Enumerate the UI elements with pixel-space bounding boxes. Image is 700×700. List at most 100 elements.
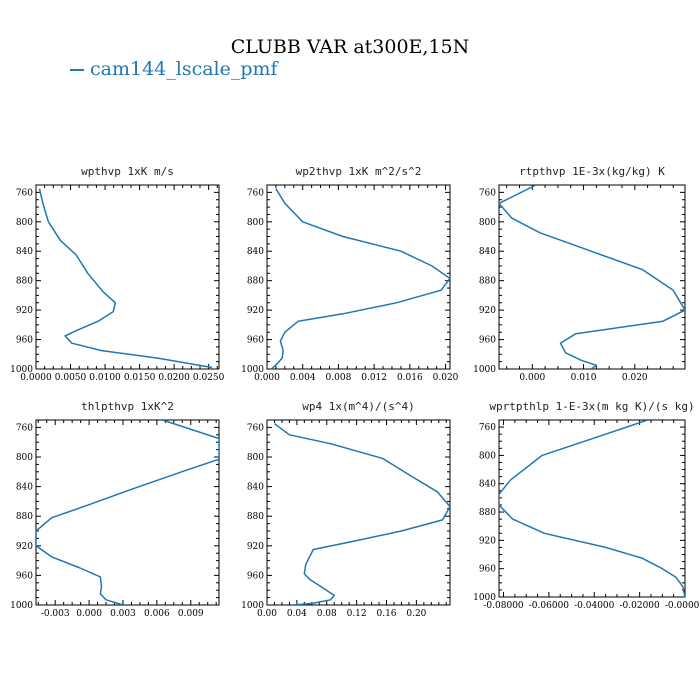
plot-frame [35,419,220,606]
series-line [38,188,213,369]
y-tick-label: 1000 [241,365,264,375]
y-tick-label: 840 [247,247,264,257]
page-title: CLUBB VAR at300E,15N [230,36,470,58]
x-tick-label: 0.012 [361,373,387,383]
x-tick-label: 0.008 [326,373,352,383]
series-line [270,188,450,369]
series-line [36,420,219,605]
y-tick-label: 920 [16,542,33,552]
y-tick-label: 880 [479,508,496,518]
x-tick-label: 0.04 [287,609,307,619]
x-tick-label: 0.0000 [20,373,52,383]
y-tick-label: 800 [16,218,33,228]
x-tick-label: 0.000 [254,373,280,383]
y-tick-label: 840 [16,483,33,493]
x-tick-label: 0.0050 [55,373,87,383]
panel-1: wpthvp 1xK m/s76080084088092096010000.00… [10,165,225,383]
x-tick-label: 0.000 [76,609,102,619]
y-tick-label: 800 [16,453,33,463]
y-tick-label: 840 [247,483,264,493]
x-tick-label: 0.016 [397,373,423,383]
panel-5: wp4 1x(m^4)/(s^4)76080084088092096010000… [241,400,451,619]
x-tick-label: 0.16 [376,609,396,619]
x-tick-label: 0.08 [317,609,337,619]
y-tick-label: 800 [479,451,496,461]
y-tick-label: 960 [247,336,264,346]
panel-6: wprtpthlp 1-E-3x(m kg K)/(s kg) 760 800 840… [473,400,700,611]
x-tick-label: -0.06000 [529,601,570,611]
y-tick-label: 920 [479,536,496,546]
x-tick-label: 0.20 [406,609,426,619]
x-tick-label: -0.08000 [483,601,524,611]
panel-title: wpthvp 1xK m/s [81,165,174,178]
y-tick-label: 1000 [473,365,496,375]
y-tick-label: 840 [479,247,496,257]
x-tick-label: -0.02000 [620,601,661,611]
y-tick-label: 920 [479,306,496,316]
x-tick-label: 0.006 [144,609,170,619]
x-tick-label: 0.020 [622,373,648,383]
y-tick-label: 1000 [241,601,264,611]
x-tick-label: 0.009 [178,609,204,619]
y-tick-label: 760 [16,188,33,198]
x-tick-label: 0.020 [433,373,459,383]
y-tick-label: 880 [16,512,33,522]
y-tick-label: 880 [16,277,33,287]
y-tick-label: 960 [247,571,264,581]
legend-swatch [70,69,84,71]
x-tick-label: 0.0200 [158,373,190,383]
y-tick-label: 960 [479,565,496,575]
y-tick-label: 1000 [473,593,496,603]
plot-frame [35,184,220,370]
panel-4: thlpthvp 1xK^2 760 800 840 880 920 960 1000 -0.0… [10,400,220,619]
panel-title: thlpthvp 1xK^2 [81,400,174,413]
legend-label: cam144_lscale_pmf [90,58,278,80]
y-tick-label: 880 [247,277,264,287]
x-tick-label: -0.003 [41,609,70,619]
x-tick-label: 0.12 [347,609,367,619]
y-tick-label: 1000 [10,601,33,611]
plot-frame [266,184,451,370]
y-tick-label: 960 [16,336,33,346]
y-tick-label: 760 [247,188,264,198]
y-tick-label: 840 [16,247,33,257]
y-tick-label: 920 [247,542,264,552]
plot-frame [266,419,451,606]
plot-frame [498,184,686,370]
y-tick-label: 880 [479,277,496,287]
series-line [499,185,685,369]
series-line [274,423,450,605]
x-tick-label: 0.0150 [124,373,156,383]
y-tick-label: 880 [247,512,264,522]
x-tick-label: 0.00 [257,609,277,619]
y-tick-label: 800 [247,218,264,228]
x-tick-label: -0.04000 [574,601,615,611]
plot-frame [498,419,686,598]
x-tick-label: 0.0100 [89,373,121,383]
y-tick-label: 960 [16,571,33,581]
panel-title: wp2thvp 1xK m^2/s^2 [296,165,422,178]
panel-title: wprtpthlp 1-E-3x(m kg K)/(s kg) [489,400,694,413]
y-tick-label: 760 [16,423,33,433]
x-tick-label: 0.0250 [193,373,225,383]
panel-2: wp2thvp 1xK m^2/s^2 760 800 840 880 920 960 100… [241,165,459,383]
x-tick-label: 0.010 [571,373,597,383]
y-tick-label: 920 [247,306,264,316]
x-tick-label: 0.004 [290,373,316,383]
y-tick-label: 840 [479,480,496,490]
y-tick-label: 800 [247,453,264,463]
panel-title: rtpthvp 1E-3x(kg/kg) K [519,165,665,178]
y-tick-label: 760 [479,423,496,433]
y-tick-label: 920 [16,306,33,316]
y-tick-label: 960 [479,336,496,346]
y-tick-label: 760 [479,188,496,198]
legend: cam144_lscale_pmf [70,58,278,80]
y-tick-label: 1000 [10,365,33,375]
panel-3: rtpthvp 1E-3x(kg/kg) K 760 800 840 880 920 960… [473,165,686,383]
y-tick-label: 800 [479,218,496,228]
series-line [499,420,685,597]
y-tick-label: 760 [247,423,264,433]
x-tick-label: 0.000 [519,373,545,383]
